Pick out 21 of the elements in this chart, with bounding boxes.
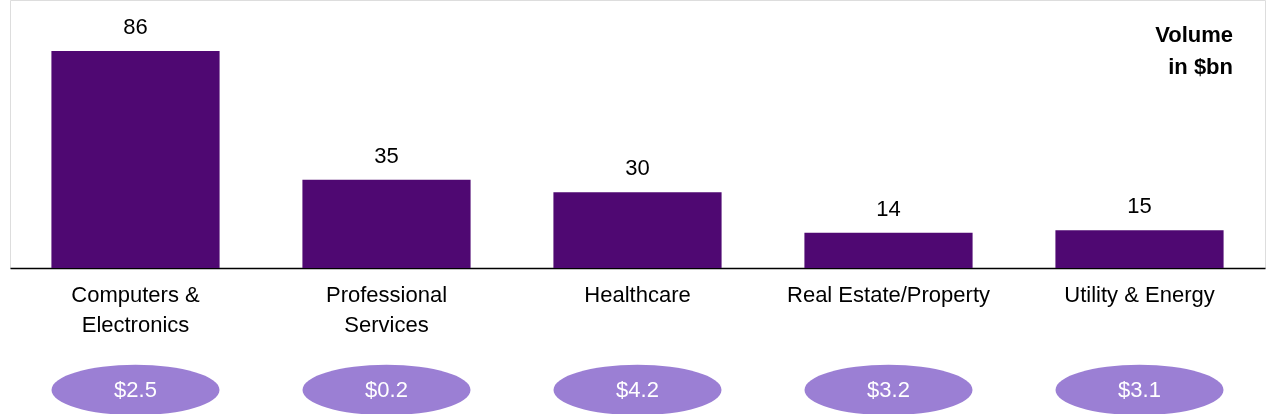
bar — [553, 192, 722, 268]
x-tick-label: Computers & Electronics — [71, 281, 201, 337]
data-label: 86 — [123, 14, 148, 39]
bar — [51, 51, 220, 268]
x-tick-label: Healthcare — [584, 281, 691, 307]
data-label: 35 — [374, 142, 399, 168]
annotation: Volume in $bn — [1155, 22, 1233, 79]
text: $4.2 — [616, 377, 659, 402]
text: $3.1 — [1118, 377, 1161, 402]
x-tick-label: Real Estate/Property — [787, 281, 990, 307]
text: $0.2 — [365, 377, 408, 402]
data-label: 14 — [876, 195, 901, 221]
text: $2.5 — [114, 377, 157, 402]
bar — [804, 232, 973, 268]
text: $3.2 — [867, 377, 910, 402]
x-tick-label: Professional Services — [325, 281, 448, 337]
data-label: 30 — [625, 155, 650, 181]
bar — [1055, 230, 1224, 268]
bar — [302, 179, 471, 268]
x-tick-label: Utility & Energy — [1064, 281, 1215, 307]
data-label: 15 — [1127, 193, 1152, 219]
